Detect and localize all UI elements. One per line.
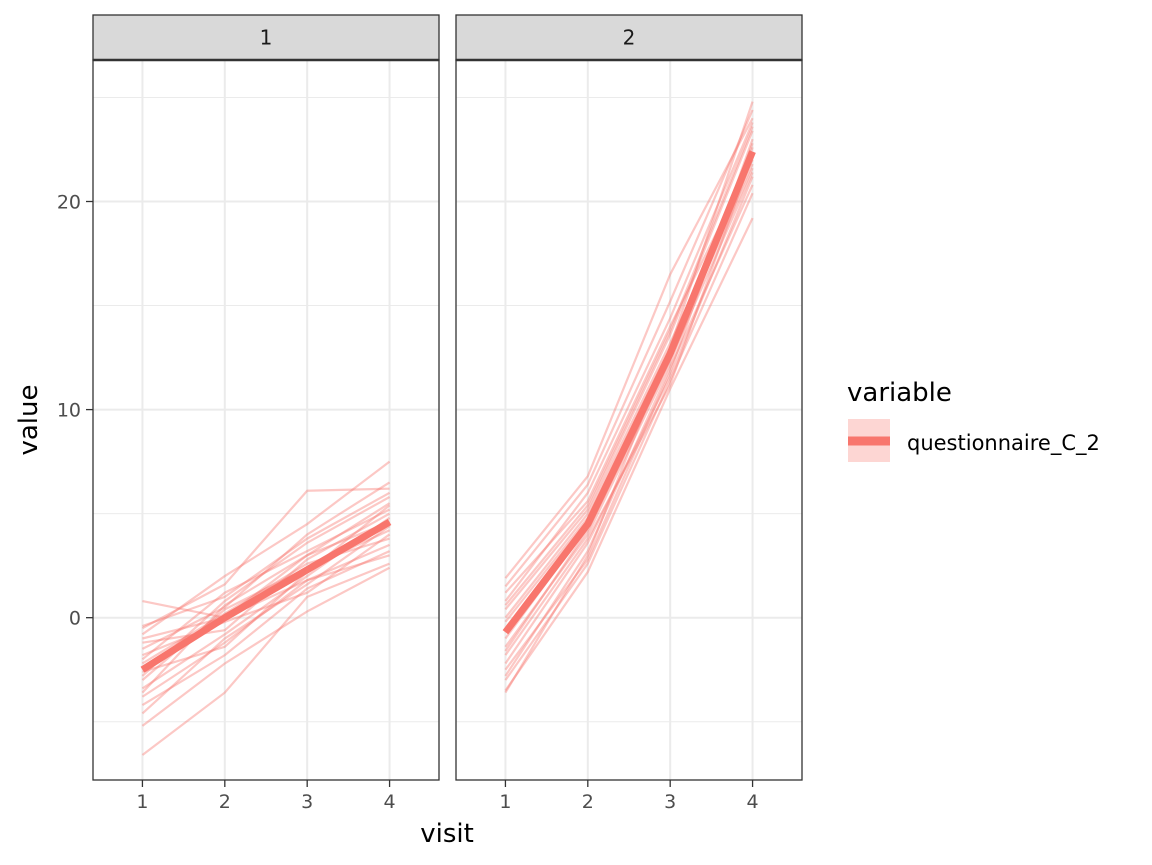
individual-line	[504, 130, 754, 611]
y-axis-title: value	[14, 384, 44, 455]
individual-line	[142, 504, 391, 673]
individual-line	[141, 496, 391, 677]
facet-strip-label: 1	[260, 26, 273, 50]
y-axis: 0 10 20	[57, 192, 93, 630]
individual-line	[504, 122, 754, 602]
individual-line	[141, 543, 391, 698]
individual-line	[504, 117, 754, 579]
individual-line	[141, 481, 391, 650]
individual-line	[141, 562, 390, 756]
x-tick-label: 1	[499, 791, 511, 813]
legend-title: variable	[847, 378, 952, 408]
y-tick-label: 0	[69, 608, 81, 630]
individual-line	[142, 554, 390, 640]
x-tick-label: 3	[301, 791, 313, 813]
panel-background	[93, 60, 439, 780]
individual-line	[504, 184, 754, 677]
x-tick-label: 2	[219, 791, 231, 813]
x-tick-label: 3	[664, 791, 676, 813]
x-tick-label: 2	[582, 791, 594, 813]
individual-line	[141, 487, 390, 630]
individual-line	[504, 155, 754, 656]
individual-line	[141, 525, 391, 715]
legend-label: questionnaire_C_2	[907, 431, 1100, 456]
x-axis-title: visit	[420, 819, 474, 849]
individual-line	[141, 460, 391, 636]
individual-line	[141, 566, 391, 727]
panel-1: 1	[92, 14, 440, 781]
individual-line	[142, 533, 391, 657]
individual-line	[504, 176, 754, 665]
individual-line	[504, 192, 754, 681]
mean-line	[502, 150, 756, 635]
individual-line	[504, 217, 754, 692]
individual-line	[141, 550, 391, 707]
individual-line	[504, 101, 754, 694]
y-tick-label: 20	[57, 192, 81, 214]
individual-line	[141, 537, 390, 665]
individual-line	[504, 159, 754, 594]
individual-line	[504, 126, 754, 606]
x-tick-label: 4	[747, 791, 759, 813]
facet-strip-label: 2	[623, 26, 636, 50]
facet-strip	[455, 14, 803, 61]
individual-line	[141, 520, 390, 694]
x-tick-label: 4	[384, 791, 396, 813]
individual-line	[142, 502, 391, 619]
mean-line	[140, 518, 392, 673]
legend: variable questionnaire_C_2	[847, 378, 1100, 462]
x-axis: 1 2 3 4 1 2 3 4	[136, 780, 759, 813]
facet-strip	[92, 14, 440, 61]
panel-2: 2	[455, 14, 803, 781]
individual-line	[142, 491, 391, 628]
y-tick-label: 10	[57, 400, 81, 422]
individual-line	[141, 508, 391, 661]
x-tick-label: 1	[136, 791, 148, 813]
individual-line	[504, 109, 754, 588]
